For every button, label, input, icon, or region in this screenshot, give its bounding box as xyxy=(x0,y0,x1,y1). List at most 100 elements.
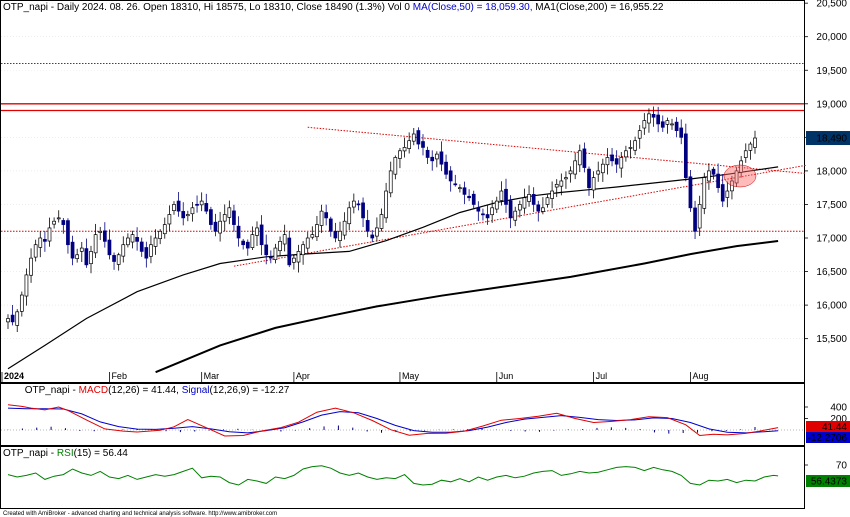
y-tick-label: 15,500 xyxy=(816,334,847,345)
y-tick-label: 20,000 xyxy=(816,32,847,43)
candle-body xyxy=(236,225,241,239)
candle-body xyxy=(19,294,24,312)
candle-body xyxy=(591,177,596,191)
candle-body xyxy=(494,200,499,210)
candle-body xyxy=(10,314,15,323)
candle-body xyxy=(24,274,29,297)
candle-body xyxy=(702,177,707,209)
month-label: Apr xyxy=(296,371,310,381)
candle-body xyxy=(743,150,748,158)
candle-body xyxy=(361,202,365,219)
candle-body xyxy=(499,190,504,201)
y-tick-label: 19,500 xyxy=(816,66,847,77)
horizontal-lines xyxy=(1,63,804,232)
candle-body xyxy=(642,120,647,129)
candle-body xyxy=(527,194,531,202)
candle-body xyxy=(139,241,144,252)
ma200-line xyxy=(155,240,779,374)
month-label: May xyxy=(402,371,420,381)
y-tick-label: 19,000 xyxy=(816,99,847,110)
upper-trendline xyxy=(307,126,807,174)
candle-body xyxy=(619,157,624,169)
candle-body xyxy=(411,133,416,142)
candle-body xyxy=(135,237,139,242)
candle-body xyxy=(296,251,301,263)
candle-body xyxy=(255,227,259,236)
candle-body xyxy=(596,170,601,175)
candle-body xyxy=(89,251,93,265)
candle-body xyxy=(513,210,518,221)
macd-line xyxy=(7,404,779,437)
month-label: Mar xyxy=(204,371,220,381)
candle-body xyxy=(153,237,158,247)
candle-body xyxy=(421,141,425,148)
candle-body xyxy=(351,200,356,208)
month-axis: 2024 Feb Mar Apr May Jun Jul Aug xyxy=(1,371,708,382)
signal-last-label: -12.2706 xyxy=(808,433,848,444)
candlesticks xyxy=(6,106,757,333)
candle-body xyxy=(301,244,305,256)
candle-body xyxy=(29,257,33,276)
candle-body xyxy=(522,197,527,209)
candle-body xyxy=(333,230,338,239)
candle-body xyxy=(52,220,56,225)
candle-body xyxy=(490,207,495,216)
candle-body xyxy=(398,150,402,159)
candle-body xyxy=(573,160,578,175)
price-title: OTP_napi - Daily 2024. 08. 26. Open 1831… xyxy=(3,2,664,13)
candle-body xyxy=(61,220,66,225)
candle-body xyxy=(213,221,218,232)
candle-body xyxy=(614,158,619,165)
candle-body xyxy=(278,241,282,252)
candle-body xyxy=(315,224,319,238)
signal-line xyxy=(7,407,779,434)
ma50-line xyxy=(7,166,779,370)
breakout-highlight xyxy=(723,164,757,188)
candle-body xyxy=(342,220,347,236)
candle-body xyxy=(467,195,471,199)
candle-body xyxy=(679,127,684,138)
candle-body xyxy=(600,163,605,174)
candle-body xyxy=(227,207,232,218)
candle-body xyxy=(218,220,222,234)
candle-body xyxy=(79,247,84,252)
candle-body xyxy=(190,207,195,215)
candle-body xyxy=(554,183,559,188)
candle-body xyxy=(633,140,637,151)
candle-body xyxy=(126,237,130,246)
candle-body xyxy=(107,239,112,256)
candle-body xyxy=(43,239,47,242)
candle-body xyxy=(683,133,688,178)
candle-body xyxy=(384,190,388,219)
macd-last-label: 41.44 xyxy=(822,422,847,433)
candle-body xyxy=(711,168,716,175)
candle-body xyxy=(305,237,310,249)
candle-body xyxy=(550,190,554,199)
candle-body xyxy=(112,255,116,262)
candle-body xyxy=(476,207,481,212)
candle-body xyxy=(176,200,181,212)
candle-body xyxy=(204,203,209,212)
candle-body xyxy=(356,203,361,206)
candle-body xyxy=(531,194,536,205)
macd-y-tick-label: 200 xyxy=(830,414,847,425)
candle-body xyxy=(347,207,352,225)
candle-body xyxy=(273,247,278,261)
y-tick-label: 20,500 xyxy=(816,0,847,10)
candle-body xyxy=(517,204,522,211)
candle-body xyxy=(587,168,591,189)
candle-body xyxy=(66,220,70,246)
y-tick-label: 17,500 xyxy=(816,200,847,211)
candle-body xyxy=(407,140,412,149)
rsi-y-tick-label: 70 xyxy=(836,461,848,472)
candle-body xyxy=(172,204,176,211)
candle-body xyxy=(245,241,250,249)
rsi-last-label: 56.4373 xyxy=(811,477,848,488)
candle-body xyxy=(75,254,80,259)
candle-body xyxy=(93,234,98,254)
candle-body xyxy=(84,248,89,266)
candle-body xyxy=(439,151,444,165)
candle-body xyxy=(605,157,610,166)
y-tick-label: 16,500 xyxy=(816,267,847,278)
